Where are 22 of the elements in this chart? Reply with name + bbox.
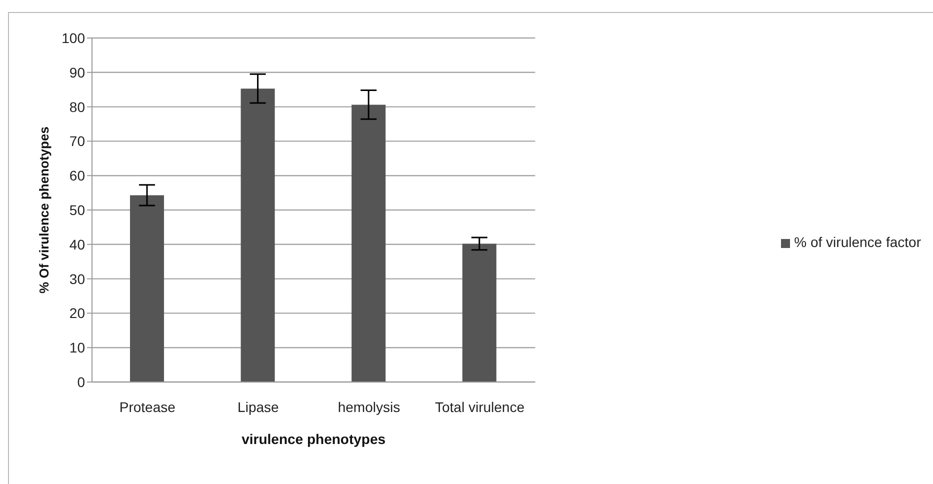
y-axis-title: % Of virulence phenotypes: [36, 126, 52, 294]
y-tick-label: 30: [69, 270, 86, 287]
bar: [130, 195, 164, 382]
bar: [352, 104, 386, 382]
x-tick-label: hemolysis: [338, 398, 400, 415]
y-tick-label: 90: [69, 64, 86, 80]
legend-label: % of virulence factor: [794, 234, 921, 250]
y-tick-label: 20: [69, 305, 86, 322]
y-tick-label: 0: [77, 374, 86, 390]
y-tick-label: 10: [69, 340, 86, 356]
x-tick-label: Protease: [119, 398, 176, 415]
bar: [240, 88, 275, 382]
x-tick-label: Total virulence: [435, 398, 525, 415]
y-tick-label: 40: [69, 236, 86, 252]
x-axis-title: virulence phenotypes: [242, 431, 386, 447]
y-tick-label: 60: [69, 168, 86, 184]
y-tick-label: 100: [62, 30, 86, 46]
y-tick-label: 80: [69, 98, 86, 115]
bar: [462, 244, 496, 382]
y-tick-label: 70: [69, 133, 86, 150]
y-tick-label: 50: [69, 202, 86, 218]
x-tick-label: Lipase: [238, 398, 280, 415]
